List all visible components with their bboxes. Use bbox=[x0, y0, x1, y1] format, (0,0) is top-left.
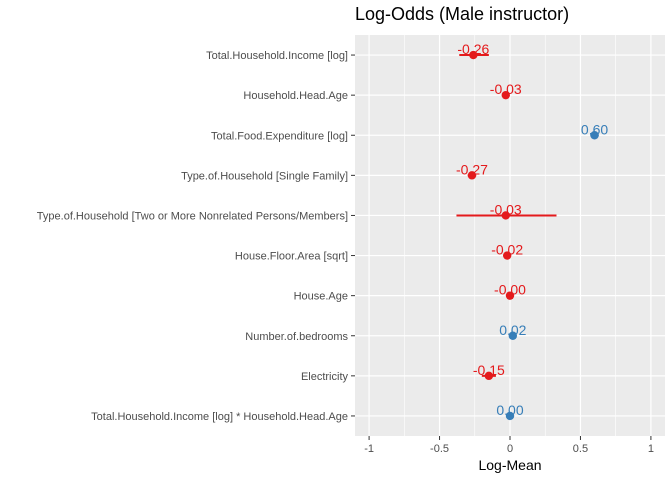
y-tick-label: House.Floor.Area [sqrt] bbox=[235, 251, 348, 263]
data-label: -0.26 bbox=[457, 41, 489, 57]
data-point bbox=[502, 251, 512, 260]
x-tick-label: -1 bbox=[364, 443, 374, 455]
data-point bbox=[505, 411, 515, 421]
y-tick-label: Total.Food.Expenditure [log] bbox=[211, 130, 348, 142]
data-marks: -0.26 -0.03 0.60 -0.27 -0.03 -0.02 -0.00 0.02 -0… bbox=[456, 41, 608, 421]
data-label: -0.02 bbox=[491, 242, 523, 258]
y-tick-label: Number.of.bedrooms bbox=[245, 331, 348, 343]
y-tick-label: Total.Household.Income [log] * Household… bbox=[91, 411, 348, 423]
data-point bbox=[508, 331, 518, 340]
data-point bbox=[590, 131, 599, 140]
x-tick-label: -0.5 bbox=[430, 443, 449, 455]
y-axis: Total.Household.Income [log] Household.He… bbox=[37, 50, 355, 423]
data-label: -0.03 bbox=[490, 201, 522, 217]
y-tick-label: Total.Household.Income [log] bbox=[206, 50, 348, 62]
data-label: -0.03 bbox=[490, 81, 522, 97]
data-point bbox=[467, 171, 477, 180]
x-axis: -1 -0.5 0 0.5 1 bbox=[364, 436, 654, 455]
data-label: -0.00 bbox=[494, 282, 526, 298]
data-label: 0.00 bbox=[496, 402, 523, 418]
x-tick-label: 0.5 bbox=[573, 443, 588, 455]
y-tick-label: Type.of.Household [Two or More Nonrelate… bbox=[37, 210, 348, 222]
data-label: -0.15 bbox=[473, 362, 505, 378]
y-tick-label: Electricity bbox=[301, 371, 349, 383]
data-point bbox=[505, 291, 515, 300]
data-point bbox=[469, 50, 478, 60]
y-tick-label: Household.Head.Age bbox=[243, 90, 348, 102]
data-point bbox=[501, 90, 510, 100]
x-tick-label: 1 bbox=[648, 443, 654, 455]
x-tick-label: 0 bbox=[507, 443, 513, 455]
data-label: 0.60 bbox=[581, 121, 608, 137]
x-axis-label: Log-Mean bbox=[478, 457, 541, 473]
y-tick-label: House.Age bbox=[294, 291, 348, 303]
data-label: 0.02 bbox=[499, 322, 526, 338]
chart-title: Log-Odds (Male instructor) bbox=[355, 4, 569, 24]
data-point bbox=[501, 211, 510, 220]
data-label: -0.27 bbox=[456, 161, 488, 177]
data-point bbox=[484, 371, 494, 381]
y-tick-label: Type.of.Household [Single Family] bbox=[181, 170, 348, 182]
